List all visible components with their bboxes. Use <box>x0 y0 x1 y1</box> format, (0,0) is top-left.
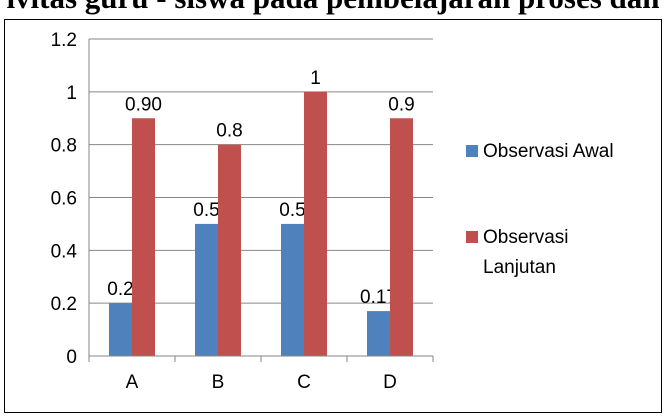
bar-observasi-lanjutan <box>390 118 413 356</box>
bar-observasi-awal <box>195 223 218 356</box>
y-tick-label: 1 <box>66 83 77 104</box>
legend-swatch <box>466 231 478 243</box>
data-label: 0.5 <box>193 200 219 221</box>
data-label: 0.17 <box>360 287 397 308</box>
page-heading-fragment: ivitas guru - siswa pada pembelajaran pr… <box>0 0 666 18</box>
legend-label: Lanjutan <box>483 257 556 278</box>
y-tick-label: 0 <box>66 347 77 368</box>
x-tick-label: B <box>212 372 225 393</box>
data-label: 0.90 <box>125 94 162 115</box>
chart-frame: 0 0.2 0.4 0.6 0.8 1 1.2 A 0.2 0.90 B 0.5 0.8 C 0.5 1 D 0.… <box>4 19 662 413</box>
bar-observasi-lanjutan <box>218 144 241 356</box>
y-tick-label: 0.2 <box>51 294 77 315</box>
legend-label: Observasi Awal <box>483 141 614 162</box>
bar-observasi-lanjutan <box>132 118 155 356</box>
x-tick-label: D <box>383 372 397 393</box>
data-label: 0.9 <box>388 94 414 115</box>
data-label: 0.8 <box>216 121 242 142</box>
y-tick-label: 0.8 <box>51 136 77 157</box>
data-label: 1 <box>310 68 321 89</box>
x-tick-label: A <box>126 372 139 393</box>
bar-observasi-awal <box>367 311 390 356</box>
legend-swatch <box>466 145 478 157</box>
y-tick-label: 1.2 <box>51 30 77 51</box>
bar-chart: 0 0.2 0.4 0.6 0.8 1 1.2 A 0.2 0.90 B 0.5 0.8 C 0.5 1 D 0.… <box>51 30 614 393</box>
x-tick-label: C <box>297 372 311 393</box>
y-tick-label: 0.6 <box>51 189 77 210</box>
bar-observasi-awal <box>109 303 132 356</box>
bar-observasi-awal <box>281 223 304 356</box>
y-tick-label: 0.4 <box>51 241 78 262</box>
data-label: 0.2 <box>107 279 133 300</box>
bar-observasi-lanjutan <box>304 91 327 356</box>
legend-label: Observasi <box>483 227 569 248</box>
data-label: 0.5 <box>279 200 305 221</box>
